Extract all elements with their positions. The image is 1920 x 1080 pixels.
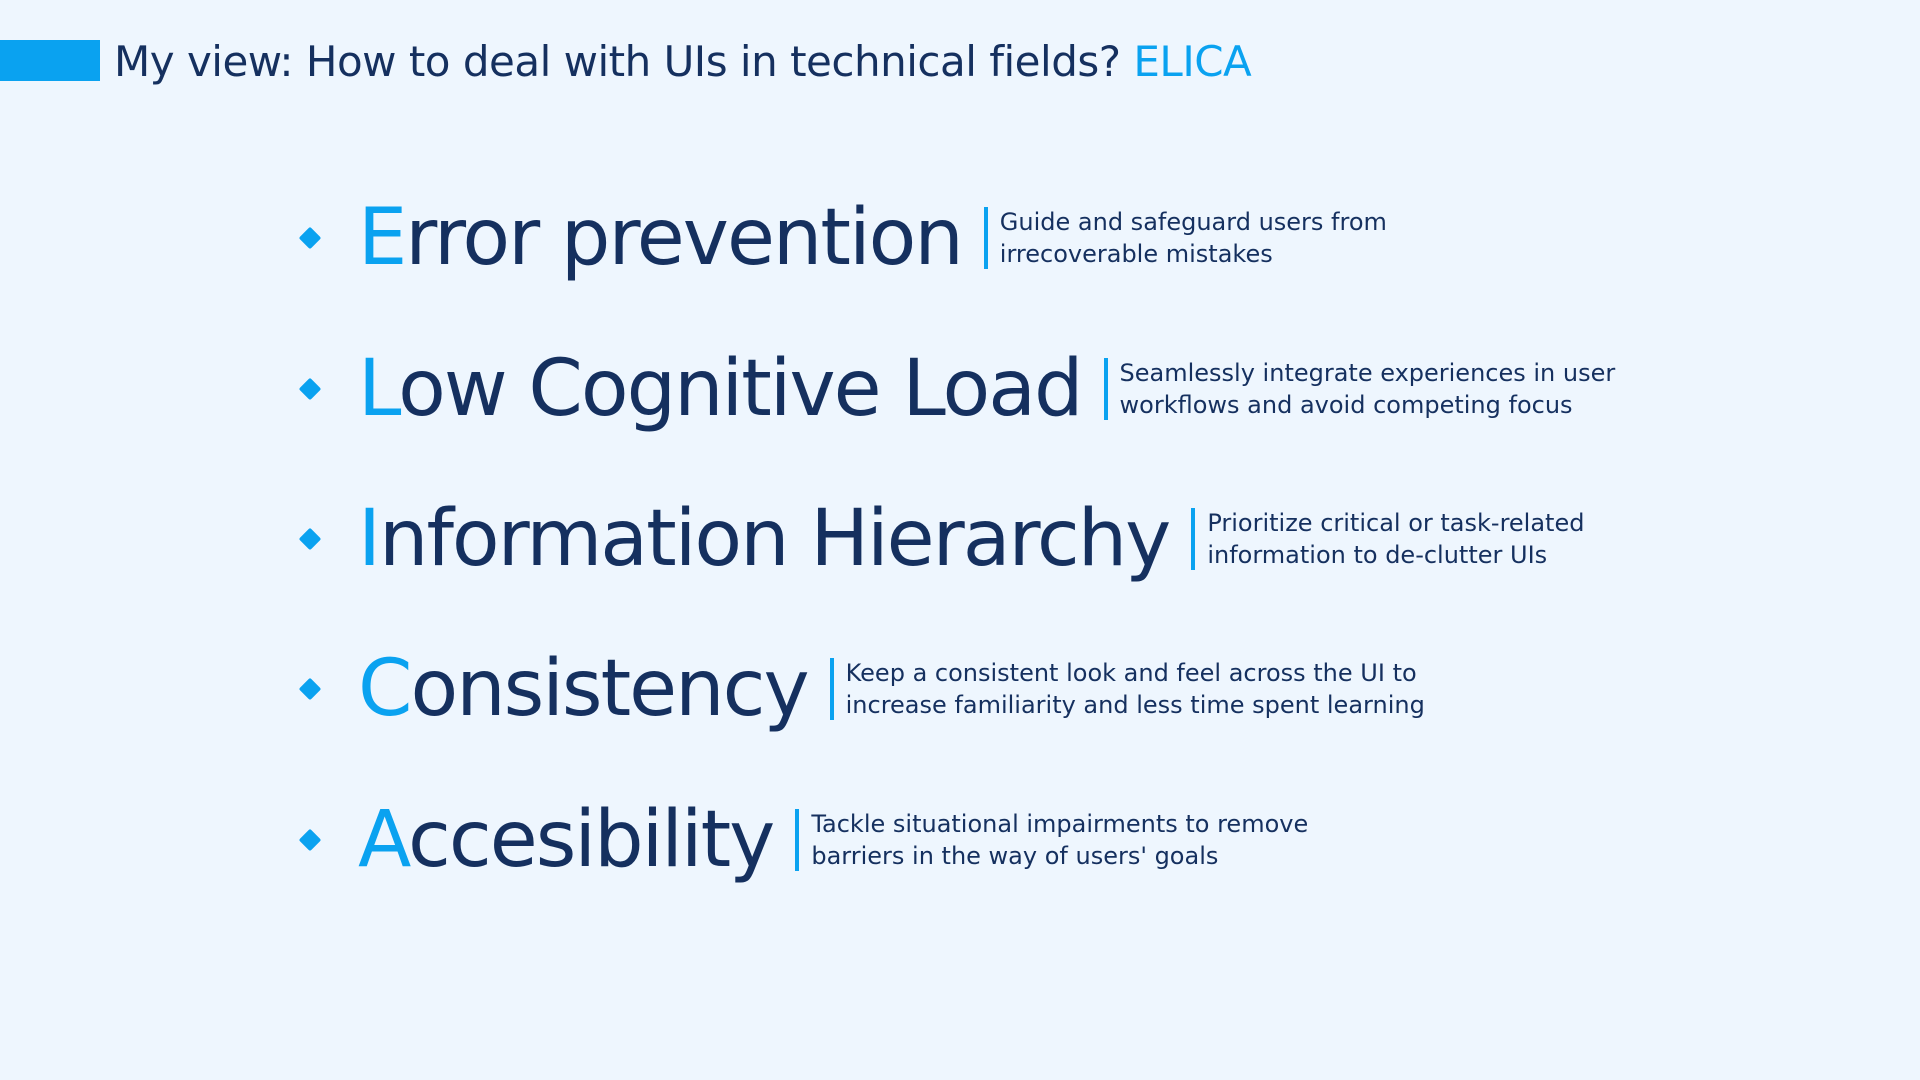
principle-divider: [1191, 508, 1196, 570]
diamond-bullet-icon: [298, 377, 322, 401]
principle-initial: L: [358, 344, 400, 434]
principle-initial: E: [358, 193, 407, 283]
principle-heading: Information Hierarchy: [358, 494, 1171, 584]
principle-heading: Consistency: [358, 644, 810, 734]
title-accent-bar: [0, 40, 100, 81]
principle-description: Prioritize critical or task-related info…: [1207, 507, 1584, 571]
principle-description-line: Keep a consistent look and feel across t…: [845, 659, 1417, 687]
principle-description: Keep a consistent look and feel across t…: [846, 657, 1425, 721]
slide-title-main: My view: How to deal with UIs in technic…: [114, 37, 1121, 86]
principle-description-line: increase familiarity and less time spent…: [845, 691, 1425, 719]
principle-heading: Low Cognitive Load: [358, 344, 1084, 434]
principle-description-line: Guide and safeguard users from: [999, 208, 1387, 236]
principle-item-error-prevention: Error prevention Guide and safeguard use…: [298, 193, 1387, 283]
principle-heading: Accesibility: [358, 795, 775, 885]
principle-description-line: Tackle situational impairments to remove: [811, 810, 1309, 838]
slide-title-accent: ELICA: [1133, 37, 1252, 86]
principle-item-information-hierarchy: Information Hierarchy Prioritize critica…: [298, 494, 1584, 584]
principle-description-line: workflows and avoid competing focus: [1119, 391, 1573, 419]
principle-heading: Error prevention: [358, 193, 964, 283]
principle-description: Tackle situational impairments to remove…: [811, 808, 1308, 872]
diamond-bullet-icon: [298, 677, 322, 701]
principle-initial: I: [358, 494, 381, 584]
principle-initial: A: [358, 795, 410, 885]
diamond-bullet-icon: [298, 527, 322, 551]
principle-divider: [1103, 358, 1108, 420]
principle-divider: [829, 658, 834, 720]
principle-heading-rest: ow Cognitive Load: [398, 344, 1083, 434]
principle-divider: [983, 207, 988, 269]
diamond-bullet-icon: [298, 828, 322, 852]
principle-description-line: irrecoverable mistakes: [999, 240, 1273, 268]
principle-description-line: Seamlessly integrate experiences in user: [1119, 359, 1616, 387]
principle-initial: C: [358, 644, 412, 734]
principle-heading-rest: onsistency: [410, 644, 809, 734]
principle-description-line: Prioritize critical or task-related: [1207, 509, 1585, 537]
principle-heading-rest: nformation Hierarchy: [379, 494, 1171, 584]
slide-title: My view: How to deal with UIs in technic…: [114, 32, 1252, 92]
principle-divider: [795, 809, 800, 871]
principle-heading-rest: ccesibility: [408, 795, 775, 885]
principle-description-line: barriers in the way of users' goals: [811, 842, 1219, 870]
principle-heading-rest: rror prevention: [405, 193, 963, 283]
principle-description: Guide and safeguard users from irrecover…: [1000, 206, 1387, 270]
principle-description: Seamlessly integrate experiences in user…: [1120, 357, 1616, 421]
diamond-bullet-icon: [298, 226, 322, 250]
principle-description-line: information to de-clutter UIs: [1207, 541, 1548, 569]
principle-item-accesibility: Accesibility Tackle situational impairme…: [298, 795, 1308, 885]
principle-item-consistency: Consistency Keep a consistent look and f…: [298, 644, 1425, 734]
principle-item-low-cognitive-load: Low Cognitive Load Seamlessly integrate …: [298, 344, 1616, 434]
